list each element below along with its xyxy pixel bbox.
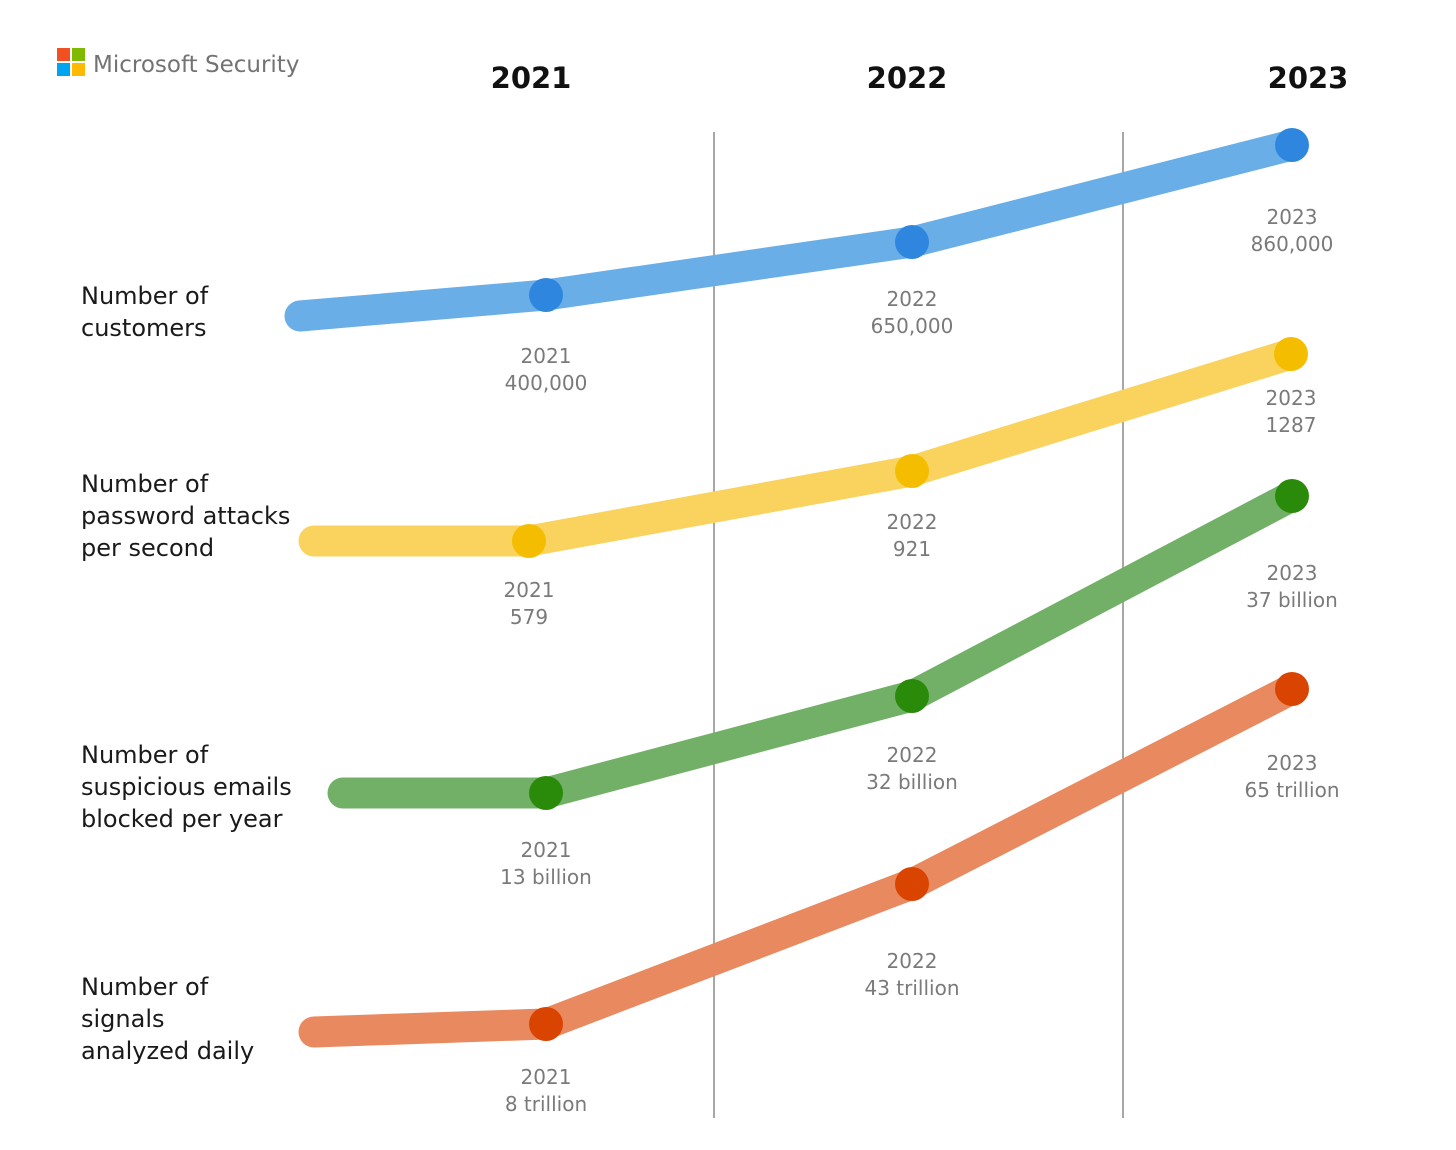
- series-signals: 2021 8 trillion 2022 43 trillion 2023 65 tril…: [298, 672, 1340, 1116]
- data-label-suspicious-emails-2021: 2021 13 billion: [500, 838, 592, 889]
- series-customers: 2021 400,000 2022 650,000 2023 860,000: [284, 128, 1334, 395]
- data-label-password-attacks-2022: 2022 921: [887, 510, 938, 561]
- series-suspicious-emails: 2021 13 billion 2022 32 billion 2023 37 billi…: [327, 479, 1338, 889]
- series-layer: 2021 400,000 2022 650,000 2023 860,000 2021 579…: [284, 128, 1340, 1116]
- year-header-2021: 2021: [491, 61, 572, 95]
- data-label-suspicious-emails-2023: 2023 37 billion: [1246, 561, 1338, 612]
- data-point-password-attacks-2022: [895, 454, 929, 488]
- row-labels: Number of customers Number of password a…: [81, 282, 299, 1065]
- data-point-signals-2021: [529, 1007, 563, 1041]
- brand-header: Microsoft Security: [57, 48, 299, 78]
- data-point-password-attacks-2023: [1274, 337, 1308, 371]
- row-label-customers: Number of customers: [81, 282, 216, 342]
- data-point-suspicious-emails-2023: [1275, 479, 1309, 513]
- year-header-2023: 2023: [1268, 61, 1349, 95]
- row-label-suspicious-emails: Number of suspicious emails blocked per …: [81, 741, 299, 833]
- data-label-signals-2022: 2022 43 trillion: [864, 949, 959, 1000]
- logo-square-yellow: [72, 63, 85, 76]
- data-point-signals-2022: [895, 867, 929, 901]
- logo-square-blue: [57, 63, 70, 76]
- data-label-signals-2023: 2023 65 trillion: [1244, 751, 1339, 802]
- data-label-customers-2022: 2022 650,000: [871, 287, 954, 338]
- microsoft-logo-icon: [57, 48, 85, 76]
- data-point-customers-2021: [529, 278, 563, 312]
- data-point-signals-2023: [1275, 672, 1309, 706]
- data-point-suspicious-emails-2021: [529, 776, 563, 810]
- series-password-attacks: 2021 579 2022 921 2023 1287: [298, 337, 1317, 629]
- data-point-password-attacks-2021: [512, 524, 546, 558]
- data-point-customers-2023: [1275, 128, 1309, 162]
- row-label-password-attacks: Number of password attacks per second: [81, 470, 298, 562]
- data-point-suspicious-emails-2022: [895, 679, 929, 713]
- year-header-2022: 2022: [867, 61, 948, 95]
- data-label-customers-2021: 2021 400,000: [505, 344, 588, 395]
- data-point-customers-2022: [895, 225, 929, 259]
- series-line-password-attacks: [298, 338, 1307, 557]
- year-headers: 2021 2022 2023: [491, 61, 1349, 95]
- data-label-password-attacks-2023: 2023 1287: [1266, 386, 1317, 437]
- series-line-signals: [298, 673, 1308, 1048]
- logo-square-green: [72, 48, 85, 61]
- row-label-signals: Number of signals analyzed daily: [81, 973, 254, 1065]
- data-label-signals-2021: 2021 8 trillion: [505, 1065, 587, 1116]
- data-label-customers-2023: 2023 860,000: [1251, 205, 1334, 256]
- series-line-suspicious-emails: [327, 480, 1308, 809]
- data-label-password-attacks-2021: 2021 579: [504, 578, 555, 629]
- data-label-suspicious-emails-2022: 2022 32 billion: [866, 743, 958, 794]
- series-line-customers: [284, 129, 1308, 332]
- brand-name: Microsoft Security: [93, 52, 299, 78]
- logo-square-red: [57, 48, 70, 61]
